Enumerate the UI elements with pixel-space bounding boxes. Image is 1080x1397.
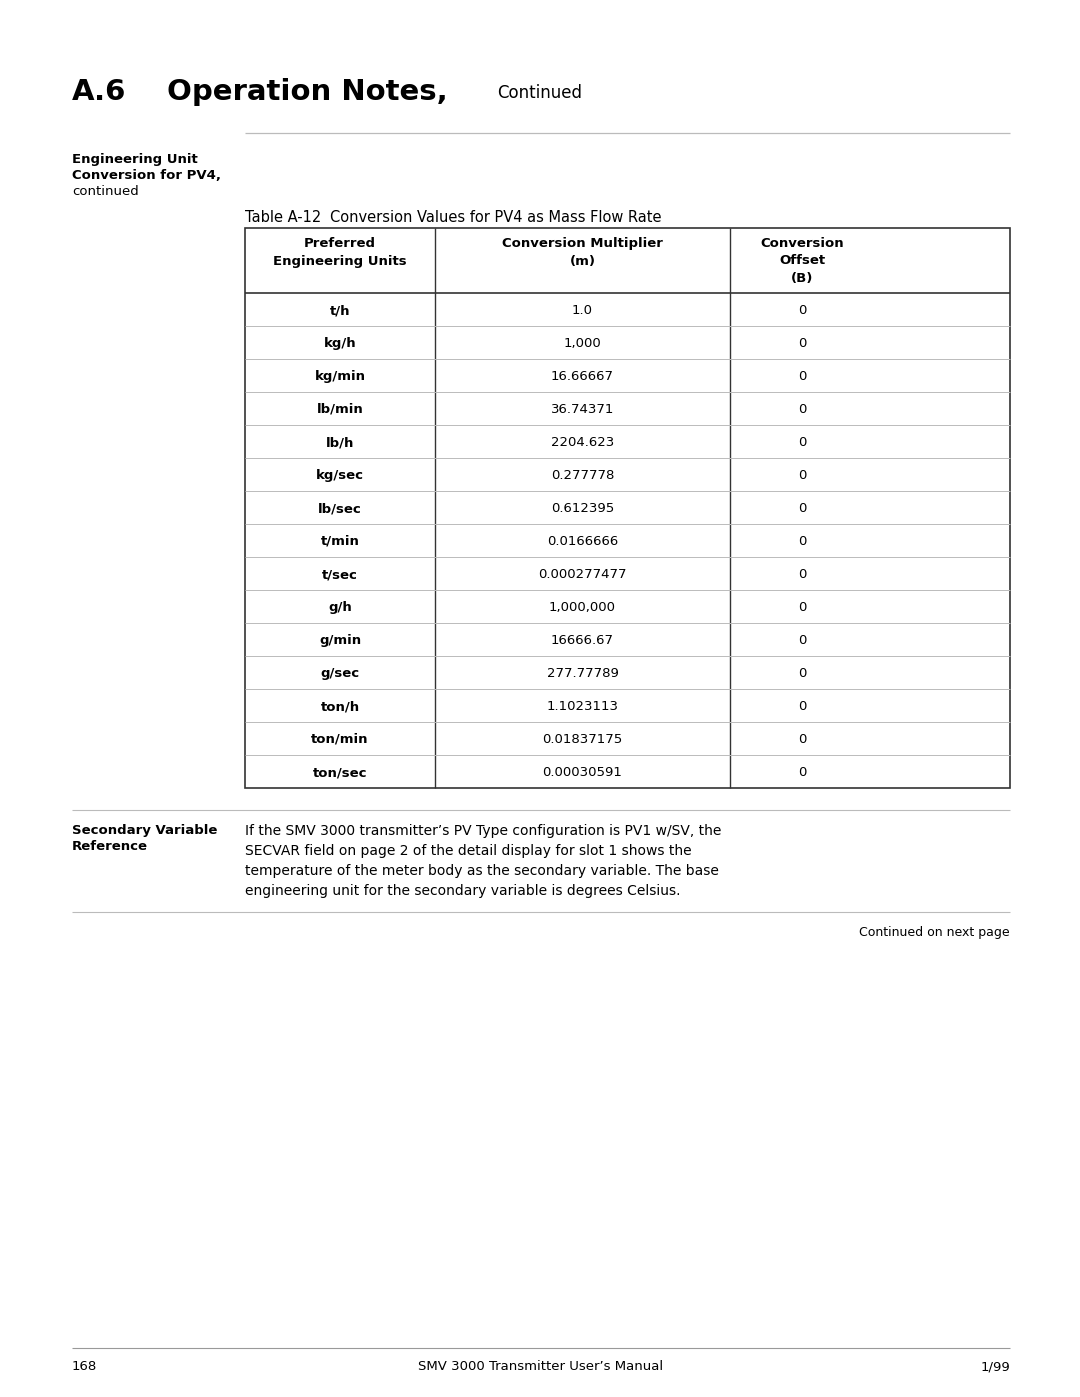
Text: 0: 0 [798, 337, 807, 351]
Text: 0: 0 [798, 469, 807, 482]
Text: g/h: g/h [328, 601, 352, 615]
Text: ton/h: ton/h [321, 700, 360, 712]
Bar [245, 228, 1010, 788]
Text: t/h: t/h [329, 305, 350, 317]
Text: 0.000277477: 0.000277477 [538, 569, 626, 581]
Text: Conversion
Offset
(B): Conversion Offset (B) [760, 237, 845, 285]
Text: 0: 0 [798, 370, 807, 383]
Text: 0: 0 [798, 436, 807, 448]
Text: 16666.67: 16666.67 [551, 634, 615, 647]
Text: Conversion for PV4,: Conversion for PV4, [72, 169, 221, 182]
Text: 1/99: 1/99 [981, 1361, 1010, 1373]
Text: lb/h: lb/h [326, 436, 354, 448]
Text: 0.00030591: 0.00030591 [542, 766, 622, 780]
Text: If the SMV 3000 transmitter’s PV Type configuration is PV1 w/SV, the
SECVAR fiel: If the SMV 3000 transmitter’s PV Type co… [245, 824, 721, 898]
Text: kg/min: kg/min [314, 370, 365, 383]
Text: 0: 0 [798, 502, 807, 515]
Text: continued: continued [72, 184, 138, 198]
Text: Conversion Values for PV4 as Mass Flow Rate: Conversion Values for PV4 as Mass Flow R… [330, 210, 661, 225]
Text: 16.66667: 16.66667 [551, 370, 615, 383]
Text: ton/sec: ton/sec [313, 766, 367, 780]
Text: A.6: A.6 [72, 78, 126, 106]
Text: 0: 0 [798, 569, 807, 581]
Text: 0: 0 [798, 634, 807, 647]
Text: t/sec: t/sec [322, 569, 357, 581]
Text: 1,000: 1,000 [564, 337, 602, 351]
Text: lb/sec: lb/sec [319, 502, 362, 515]
Text: 0: 0 [798, 733, 807, 746]
Text: 0.01837175: 0.01837175 [542, 733, 623, 746]
Text: 0.0166666: 0.0166666 [546, 535, 618, 548]
Text: 0: 0 [798, 305, 807, 317]
Text: Table A-12: Table A-12 [245, 210, 321, 225]
Text: Conversion Multiplier
(m): Conversion Multiplier (m) [502, 237, 663, 267]
Text: 0.612395: 0.612395 [551, 502, 615, 515]
Text: 1,000,000: 1,000,000 [549, 601, 616, 615]
Text: 0: 0 [798, 601, 807, 615]
Text: SMV 3000 Transmitter User’s Manual: SMV 3000 Transmitter User’s Manual [418, 1361, 663, 1373]
Text: Secondary Variable: Secondary Variable [72, 824, 217, 837]
Text: 0: 0 [798, 700, 807, 712]
Text: 1.0: 1.0 [572, 305, 593, 317]
Text: g/min: g/min [319, 634, 361, 647]
Text: kg/sec: kg/sec [316, 469, 364, 482]
Text: 0: 0 [798, 666, 807, 680]
Text: 2204.623: 2204.623 [551, 436, 615, 448]
Text: g/sec: g/sec [321, 666, 360, 680]
Text: t/min: t/min [321, 535, 360, 548]
Text: 1.1023113: 1.1023113 [546, 700, 619, 712]
Text: 0: 0 [798, 535, 807, 548]
Text: 0: 0 [798, 766, 807, 780]
Text: Engineering Unit: Engineering Unit [72, 154, 198, 166]
Text: ton/min: ton/min [311, 733, 368, 746]
Text: 0: 0 [798, 402, 807, 416]
Text: 277.77789: 277.77789 [546, 666, 619, 680]
Text: Operation Notes,: Operation Notes, [167, 78, 448, 106]
Text: kg/h: kg/h [324, 337, 356, 351]
Text: 0.277778: 0.277778 [551, 469, 615, 482]
Text: 36.74371: 36.74371 [551, 402, 615, 416]
Text: lb/min: lb/min [316, 402, 363, 416]
Text: Preferred
Engineering Units: Preferred Engineering Units [273, 237, 407, 267]
Text: 168: 168 [72, 1361, 97, 1373]
Text: Continued on next page: Continued on next page [860, 926, 1010, 939]
Text: Continued: Continued [497, 84, 582, 102]
Text: Reference: Reference [72, 840, 148, 854]
